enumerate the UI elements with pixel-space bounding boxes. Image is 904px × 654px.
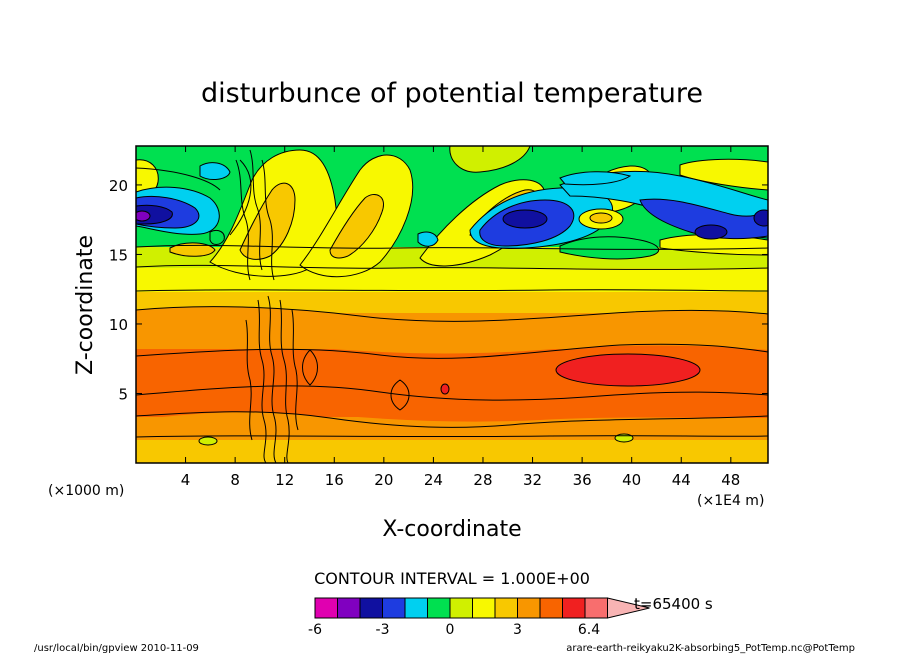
colorbar-swatch <box>404 597 428 619</box>
band-z5 <box>136 291 768 313</box>
cold-navy-right1 <box>694 224 728 240</box>
x-tick-label: 40 <box>622 471 641 489</box>
plume-orange-1 <box>239 182 296 260</box>
core-yellow-small2 <box>614 433 634 443</box>
cold-purple-left <box>136 210 151 222</box>
chart-title: disturbunce of potential temperature <box>201 78 703 109</box>
cold-cyan-small-1 <box>199 162 231 180</box>
cold-green-small <box>209 229 225 245</box>
colorbar-swatch <box>337 597 361 619</box>
contour-upper-orange <box>136 306 768 354</box>
footer-left: /usr/local/bin/gpview 2010-11-09 <box>34 643 199 654</box>
colorbar-tick-label: -6 <box>308 622 322 638</box>
x-tick-label: 20 <box>374 471 393 489</box>
plume-lightgreen-top <box>449 146 531 173</box>
cold-cyan-top <box>559 171 632 186</box>
x-tick-label: 44 <box>672 471 691 489</box>
colorbar-swatch <box>584 597 608 619</box>
cold-cyan-small-2 <box>417 231 439 247</box>
band-z0 <box>136 436 768 463</box>
wave-noise <box>235 149 410 463</box>
colorbar-swatch <box>449 597 473 619</box>
colorbar-swatch <box>314 597 338 619</box>
contour-field <box>136 146 768 463</box>
plume-yellow-6 <box>659 234 768 256</box>
x-tick-label: 24 <box>424 471 443 489</box>
colorbar-swatch <box>517 597 541 619</box>
x-tick-label: 28 <box>473 471 492 489</box>
x-tick-label: 12 <box>275 471 294 489</box>
plot-frame <box>135 145 769 464</box>
core-red-large <box>555 353 701 387</box>
colorbar-tick-label: -3 <box>376 622 390 638</box>
colorbar-swatch <box>472 597 496 619</box>
colorbar-tick-label: 3 <box>513 622 522 638</box>
colorbar-swatch <box>427 597 451 619</box>
time-label: t=65400 s <box>634 595 713 613</box>
colorbar-swatch <box>562 597 586 619</box>
plume-yellow-7 <box>169 242 216 257</box>
colorbar-swatch <box>539 597 563 619</box>
y-tick-label: 15 <box>109 246 128 264</box>
y-axis-label: Z-coordinate <box>73 235 98 375</box>
contour-lower-red <box>136 385 768 422</box>
warm-orange-right-core <box>589 212 613 224</box>
cold-navy-right2 <box>753 209 768 227</box>
colorbar-tick-label: 6.4 <box>578 622 600 638</box>
colorbar-swatch <box>359 597 383 619</box>
colorbar-swatch <box>382 597 406 619</box>
core-yellow-small <box>198 436 218 446</box>
x-unit-left: (×1000 m) <box>48 483 124 499</box>
x-tick-label: 32 <box>523 471 542 489</box>
colorbar-tick-label: 0 <box>446 622 455 638</box>
y-tick-label: 10 <box>109 316 128 334</box>
y-tick-label: 20 <box>109 177 128 195</box>
x-tick-label: 16 <box>325 471 344 489</box>
x-tick-label: 4 <box>181 471 191 489</box>
colorbar-tick-labels: -6 -3 0 3 6.4 <box>308 622 600 638</box>
cold-blue-right <box>639 198 768 240</box>
x-tick-label: 36 <box>573 471 592 489</box>
contour-interval-text: CONTOUR INTERVAL = 1.000E+00 <box>314 569 590 588</box>
colorbar-arrow <box>607 597 650 619</box>
x-tick-label: 8 <box>230 471 240 489</box>
colorbar <box>314 597 650 619</box>
colorbar-swatch <box>494 597 518 619</box>
x-axis-ticks: 4 8 12 16 20 24 28 32 36 40 44 48 <box>181 146 740 489</box>
x-tick-label: 48 <box>721 471 740 489</box>
contour-lower-orange <box>136 412 768 440</box>
y-axis-ticks: 5 10 15 20 <box>109 177 768 403</box>
y-tick-label: 5 <box>118 385 128 403</box>
core-red-small <box>440 383 450 395</box>
x-unit-right: (×1E4 m) <box>697 493 764 509</box>
cold-navy-mid <box>502 209 548 229</box>
plume-orange-2 <box>329 194 384 259</box>
footer-right: arare-earth-reikyaku2K-absorbing5_PotTem… <box>566 643 855 654</box>
x-axis-label: X-coordinate <box>382 517 521 542</box>
